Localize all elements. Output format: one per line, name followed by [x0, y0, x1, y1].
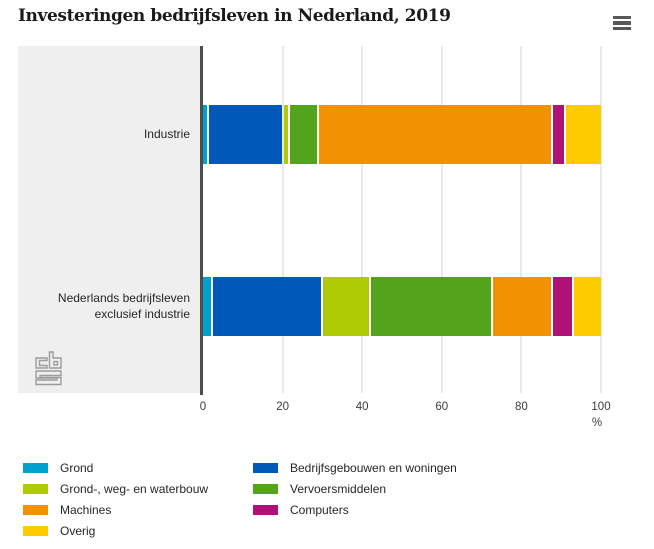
- bar-segment[interactable]: [371, 277, 491, 336]
- legend-label: Computers: [290, 502, 349, 517]
- legend-label: Bedrijfsgebouwen en woningen: [290, 460, 457, 475]
- category-label-box: Nederlands bedrijfsleven exclusief indus…: [18, 277, 200, 336]
- legend-label: Overig: [60, 523, 96, 538]
- category-panel: Industrie Nederlands bedrijfsleven exclus…: [18, 46, 200, 393]
- bar-segment[interactable]: [319, 105, 551, 164]
- bar-2: [203, 277, 601, 336]
- x-tick-label: 20: [276, 401, 289, 413]
- legend-item-grond[interactable]: Grond: [23, 460, 253, 475]
- hamburger-icon[interactable]: [613, 13, 637, 33]
- legend-swatch: [23, 483, 48, 494]
- plot-area: [203, 46, 602, 393]
- y-axis-line: [200, 46, 203, 395]
- bar-segment[interactable]: [284, 105, 289, 164]
- x-axis-tick-labels: 0 20 40 60 80 100: [199, 401, 611, 417]
- x-axis-unit-label: %: [591, 417, 603, 429]
- bar-segment[interactable]: [290, 105, 318, 164]
- category-label: Nederlands bedrijfsleven exclusief indus…: [57, 290, 190, 321]
- x-tick-label: 100: [591, 401, 611, 413]
- category-label: Industrie: [143, 126, 190, 141]
- legend-swatch: [23, 525, 48, 536]
- legend-item-grond-weg-en-waterbouw[interactable]: Grond-, weg- en waterbouw: [23, 481, 253, 496]
- x-tick-label: 80: [514, 401, 528, 413]
- bar-segment[interactable]: [212, 277, 321, 336]
- bar-1: [203, 105, 601, 164]
- legend-swatch: [253, 504, 278, 515]
- gridline: [281, 46, 284, 393]
- legend-item-bedrijfsgebouwen-en-woningen[interactable]: Bedrijfsgebouwen en woningen: [253, 460, 623, 475]
- hamburger-bar: [613, 21, 631, 25]
- legend-label: Vervoersmiddelen: [290, 481, 387, 496]
- legend-item-machines[interactable]: Machines: [23, 502, 253, 517]
- legend-swatch: [253, 483, 278, 494]
- legend-label: Machines: [60, 502, 112, 517]
- legend-item-vervoersmiddelen[interactable]: Vervoersmiddelen: [253, 481, 623, 496]
- gridline: [440, 46, 443, 393]
- bar-segment[interactable]: [203, 277, 211, 336]
- legend: Grond Bedrijfsgebouwen en woningen Grond-,…: [23, 460, 623, 538]
- x-tick-label: 0: [199, 401, 207, 413]
- bar-segment[interactable]: [552, 105, 565, 164]
- x-tick-label: 60: [435, 401, 449, 413]
- bar-segment[interactable]: [573, 277, 601, 336]
- cbs-logo: [35, 351, 62, 386]
- legend-label: Grond: [60, 460, 94, 475]
- legend-swatch: [23, 504, 48, 515]
- bar-segment[interactable]: [566, 105, 601, 164]
- bar-segment[interactable]: [208, 105, 283, 164]
- bar-segment[interactable]: [322, 277, 370, 336]
- legend-swatch: [253, 462, 278, 473]
- gridline: [520, 46, 523, 393]
- hamburger-bar: [613, 27, 631, 31]
- bar-segment[interactable]: [203, 105, 207, 164]
- x-tick-label: 40: [355, 401, 369, 413]
- category-label-box: Industrie: [18, 105, 200, 164]
- hamburger-bar: [613, 15, 631, 19]
- gridline: [600, 46, 602, 393]
- legend-item-computers[interactable]: Computers: [253, 502, 623, 517]
- bar-segment[interactable]: [552, 277, 572, 336]
- legend-swatch: [23, 462, 48, 473]
- gridline: [361, 46, 364, 393]
- legend-item-overig[interactable]: Overig: [23, 523, 253, 538]
- legend-label: Grond-, weg- en waterbouw: [60, 481, 209, 496]
- bar-segment[interactable]: [492, 277, 551, 336]
- chart-title: Investeringen bedrijfsleven in Nederland…: [18, 6, 451, 26]
